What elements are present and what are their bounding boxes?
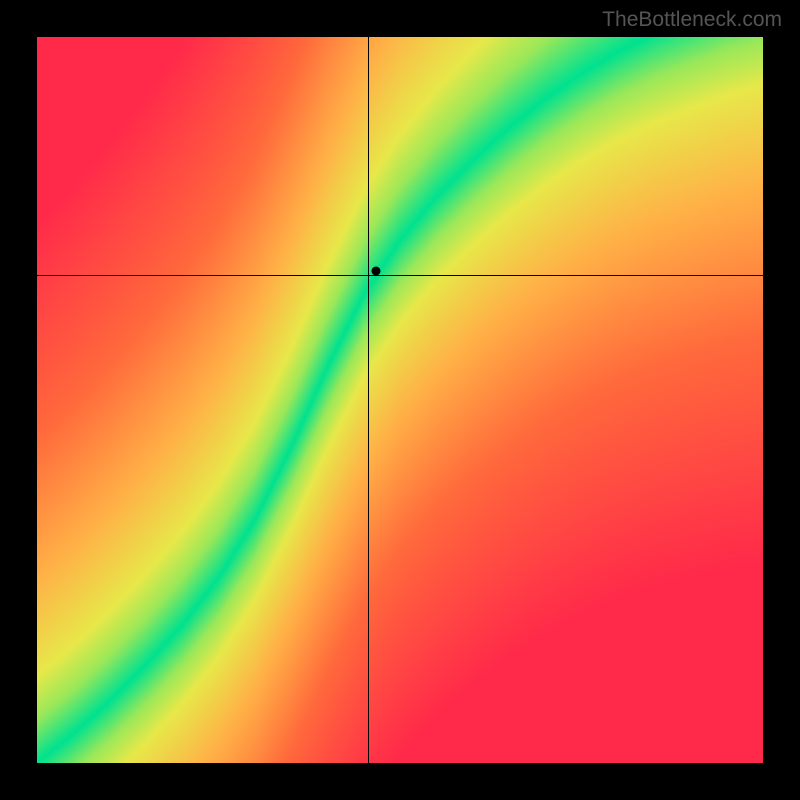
heatmap-canvas bbox=[37, 37, 763, 763]
plot-area bbox=[37, 37, 763, 763]
watermark-text: TheBottleneck.com bbox=[602, 8, 782, 32]
marker-dot bbox=[372, 266, 381, 275]
crosshair-horizontal bbox=[37, 275, 763, 276]
crosshair-vertical bbox=[368, 37, 369, 763]
